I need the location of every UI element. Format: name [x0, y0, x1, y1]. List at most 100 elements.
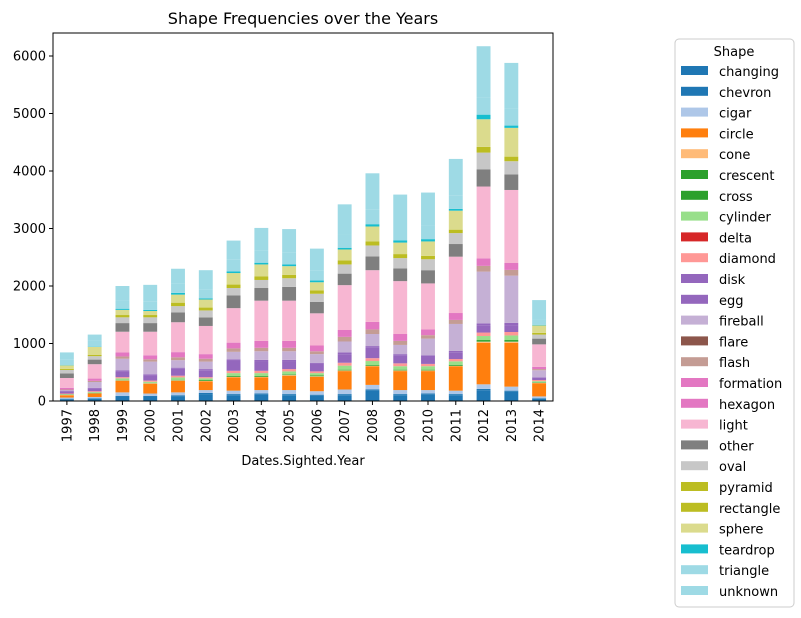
bar-segment-circle-2012 [476, 342, 491, 385]
x-tick-label: 1999 [116, 409, 131, 442]
legend-swatch-cylinder [681, 211, 708, 221]
bar-segment-unknown-1998 [87, 334, 102, 341]
bar-segment-sphere-2013 [504, 127, 519, 157]
bar-segment-formation-2000 [143, 355, 158, 360]
bar-segment-circle-2007 [337, 371, 352, 390]
bar-segment-triangle-2005 [282, 252, 297, 265]
bar-segment-rectangle-2003 [226, 284, 241, 289]
bar-segment-egg-1997 [59, 390, 74, 392]
bar-segment-cylinder-2014 [532, 381, 547, 383]
bar-segment-light-2014 [532, 344, 547, 367]
bar-segment-unknown-2006 [309, 248, 324, 271]
bar-segment-circle-2003 [226, 377, 241, 391]
bar-segment-rectangle-2010 [421, 255, 435, 260]
bar-segment-unknown-2008 [365, 173, 380, 210]
bar-segment-light-2009 [393, 281, 408, 335]
bar-segment-oval-2007 [337, 264, 352, 274]
bar-segment-rectangle-2008 [365, 241, 380, 246]
bar-segment-crescent-2013 [504, 341, 519, 342]
bar-segment-oval-2011 [448, 233, 463, 245]
legend-label-cylinder: cylinder [719, 211, 772, 226]
bar-segment-other-2012 [476, 169, 491, 187]
bar-segment-circle-2013 [504, 342, 519, 387]
bar-segment-cylinder-2009 [393, 366, 408, 370]
bar-segment-chevron-2010 [421, 393, 435, 395]
bar-segment-sphere-2001 [171, 294, 185, 303]
bar-segment-sphere-2012 [476, 119, 491, 147]
bar-segment-flash-2006 [309, 351, 324, 355]
bar-segment-light-2005 [282, 300, 297, 341]
bar-segment-circle-2001 [171, 380, 185, 393]
bar-segment-unknown-2005 [282, 229, 297, 253]
bar-segment-cigar-2002 [198, 390, 213, 393]
bar-segment-fireball-2014 [532, 370, 547, 378]
bar-segment-light-1998 [87, 364, 102, 379]
legend-label-teardrop: teardrop [719, 543, 775, 558]
bar-segment-formation-2007 [337, 329, 352, 337]
bar-segment-unknown-2009 [393, 194, 408, 227]
bar-segment-other-2008 [365, 256, 380, 271]
bar-segment-flash-2007 [337, 336, 352, 342]
bar-segment-light-2000 [143, 331, 158, 356]
bar-segment-cigar-2000 [143, 393, 158, 396]
bar-segment-egg-2004 [254, 359, 269, 362]
bar-segment-fireball-2005 [282, 351, 297, 360]
bar-segment-egg-2013 [504, 322, 519, 326]
bar-segment-light-2004 [254, 300, 269, 341]
legend-swatch-egg [681, 294, 708, 304]
bar-segment-fireball-2004 [254, 351, 269, 360]
y-tick-label: 0 [38, 395, 46, 410]
bar-segment-fireball-2006 [309, 354, 324, 363]
legend-label-circle: circle [719, 127, 754, 142]
bar-segment-cone-2007 [337, 370, 352, 372]
legend-label-cross: cross [719, 190, 753, 205]
bar-segment-oval-2009 [393, 258, 408, 269]
bar-segment-oval-2012 [476, 152, 491, 170]
bar-segment-formation-2004 [254, 340, 269, 348]
bar-segment-diamond-2006 [309, 371, 324, 374]
bar-segment-changing-2005 [282, 395, 297, 401]
bar-segment-sphere-2010 [421, 241, 435, 256]
bar-segment-formation-2010 [421, 329, 435, 336]
x-axis: 1997 1998 1999 2000 2001 2002 2003 2004 2005 2006… [60, 401, 548, 442]
legend-items: changing chevron cigar circle cone crescent cr… [681, 65, 782, 600]
bar-segment-unknown-2011 [448, 158, 463, 196]
bar-segment-cylinder-2005 [282, 371, 297, 375]
bar-segment-fireball-1998 [87, 382, 102, 388]
bar-segment-unknown-2013 [504, 62, 519, 109]
bar-segment-circle-1997 [59, 395, 74, 398]
bar-segment-diamond-1998 [87, 391, 102, 393]
bar-segment-cigar-2011 [448, 390, 463, 395]
bar-segment-teardrop-2004 [254, 262, 269, 265]
bar-segment-triangle-2003 [226, 259, 241, 272]
bar-segment-fireball-2012 [476, 271, 491, 324]
bar-segment-disk-2009 [393, 355, 408, 364]
bar-segment-triangle-2011 [448, 195, 463, 209]
bar-segment-cigar-2008 [365, 384, 380, 390]
bar-segment-teardrop-2003 [226, 271, 241, 274]
bar-segment-chevron-2007 [337, 394, 352, 396]
legend-label-other: other [719, 439, 754, 454]
bar-segment-oval-1998 [87, 356, 102, 360]
bar-segment-light-2006 [309, 313, 324, 346]
bar-segment-cigar-2009 [393, 390, 408, 395]
bar-segment-triangle-2012 [476, 97, 491, 115]
bar-segment-sphere-2004 [254, 264, 269, 277]
bar-segment-triangle-1997 [59, 359, 74, 366]
legend-swatch-cross [681, 190, 708, 200]
bar-segment-oval-2000 [143, 317, 158, 324]
bar-segment-diamond-2013 [504, 332, 519, 336]
bar-segment-disk-1999 [115, 371, 130, 378]
bar-segment-cross-2006 [309, 375, 324, 376]
legend-label-pyramid: pyramid [719, 481, 773, 496]
legend-swatch-chevron [681, 86, 708, 96]
bar-segment-other-2009 [393, 268, 408, 282]
legend-swatch-unknown [681, 586, 708, 595]
x-tick-label: 2014 [533, 409, 548, 442]
bar-segment-chevron-2006 [309, 394, 324, 396]
bar-segment-light-2011 [448, 256, 463, 314]
bar-segment-oval-1999 [115, 317, 130, 324]
legend-swatch-delta [681, 232, 708, 242]
bar-segment-fireball-2009 [393, 344, 408, 355]
bar-segment-flash-1998 [87, 380, 102, 383]
